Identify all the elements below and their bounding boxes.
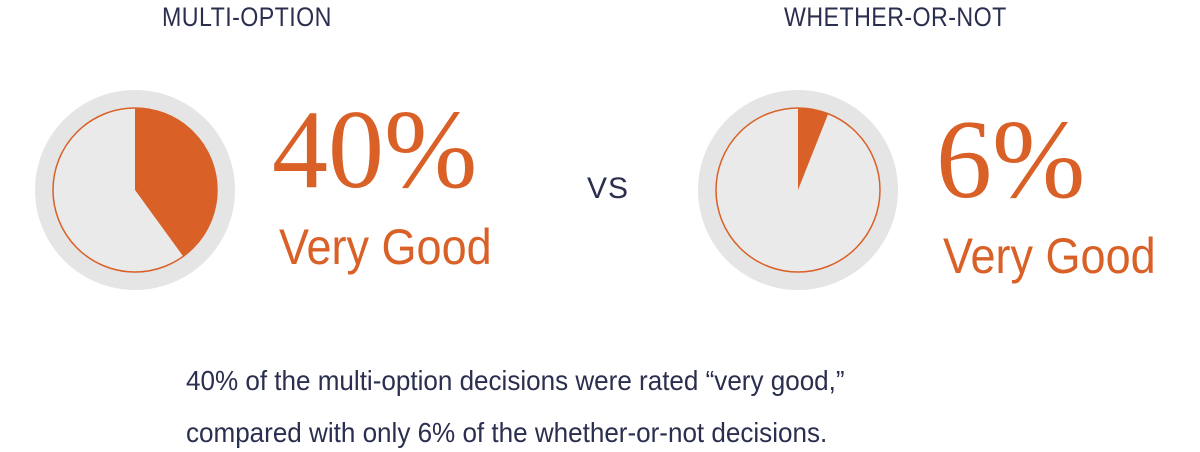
multi-option-heading: MULTI-OPTION — [162, 2, 332, 32]
multi-option-pie — [35, 90, 235, 290]
vs-separator: VS — [587, 172, 630, 205]
pie-slice-very-good — [135, 108, 217, 257]
pie-slice-very-good — [798, 108, 829, 190]
whether-or-not-heading: WHETHER-OR-NOT — [784, 2, 1007, 32]
caption-line-2: compared with only 6% of the whether-or-… — [186, 417, 828, 448]
caption-line-1: 40% of the multi-option decisions were r… — [186, 365, 845, 396]
whether-or-not-percent: 6% — [936, 98, 1086, 222]
whether-or-not-pie — [698, 90, 898, 290]
multi-option-percent: 40% — [272, 88, 478, 212]
whether-or-not-rating: Very Good — [943, 228, 1156, 284]
multi-option-rating: Very Good — [279, 219, 492, 275]
